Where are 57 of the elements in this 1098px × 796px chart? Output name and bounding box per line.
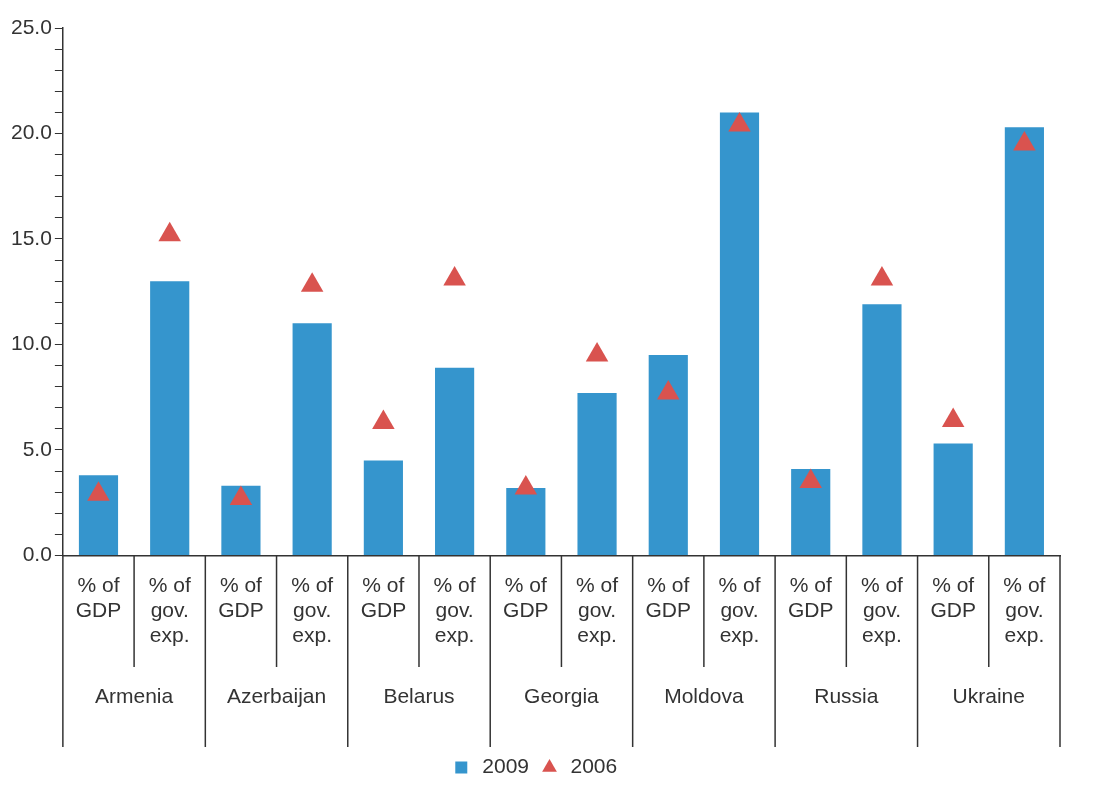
x-tick-label: % of gov. exp. — [148, 572, 191, 647]
bar — [862, 304, 902, 555]
bar — [78, 475, 119, 555]
bar — [719, 112, 760, 555]
bar — [292, 323, 332, 555]
text: Georgia — [524, 683, 600, 707]
bar — [150, 281, 190, 555]
x-tick-label: % of gov. exp. — [433, 572, 476, 647]
x-tick-label: % of GDP — [787, 572, 834, 621]
bar — [648, 354, 688, 555]
x-tick-label: % of gov. exp. — [576, 572, 619, 647]
point — [941, 407, 965, 427]
point — [799, 468, 822, 489]
bar — [1004, 127, 1044, 555]
point — [728, 112, 751, 132]
y-tick-label: 15.0 — [11, 225, 52, 249]
y-tick-label: 10.0 — [11, 331, 52, 355]
bar — [933, 443, 973, 555]
point — [657, 379, 680, 400]
bar — [363, 460, 403, 555]
point — [372, 409, 395, 429]
x-tick-label: % of GDP — [75, 572, 122, 621]
legend-label: 2009 — [482, 754, 529, 778]
y-tick-label: 25.0 — [11, 14, 52, 38]
text: Russia — [814, 683, 879, 707]
text: Azerbaijan — [226, 683, 327, 707]
point — [870, 266, 894, 286]
point — [229, 485, 253, 505]
legend-label: 2006 — [570, 754, 618, 778]
point — [1013, 131, 1036, 151]
bar — [221, 485, 261, 555]
text: Armenia — [94, 683, 174, 707]
x-tick-label: % of GDP — [360, 572, 407, 621]
y-tick-label: 5.0 — [22, 436, 52, 460]
bar — [791, 468, 831, 555]
x-tick-label: % of GDP — [645, 572, 692, 621]
bar — [435, 367, 475, 555]
point — [443, 266, 466, 286]
text: Ukraine — [952, 683, 1025, 707]
bar — [577, 392, 617, 555]
y-tick-label: 0.0 — [22, 542, 52, 566]
x-tick-label: % of GDP — [218, 572, 264, 621]
x-tick-label: % of gov. exp. — [718, 572, 761, 647]
point — [585, 341, 609, 362]
point — [514, 474, 538, 495]
bar — [506, 487, 546, 555]
text: Belarus — [383, 683, 455, 707]
x-tick-label: % of GDP — [930, 572, 976, 621]
x-tick-label: % of gov. exp. — [860, 572, 904, 647]
point — [158, 221, 181, 242]
point — [87, 481, 110, 501]
point — [300, 272, 324, 292]
x-tick-label: % of gov. exp. — [1003, 572, 1046, 647]
x-tick-label: % of GDP — [503, 572, 549, 621]
text: Moldova — [664, 683, 744, 707]
x-tick-label: % of gov. exp. — [291, 572, 334, 647]
y-tick-label: 20.0 — [11, 120, 52, 144]
